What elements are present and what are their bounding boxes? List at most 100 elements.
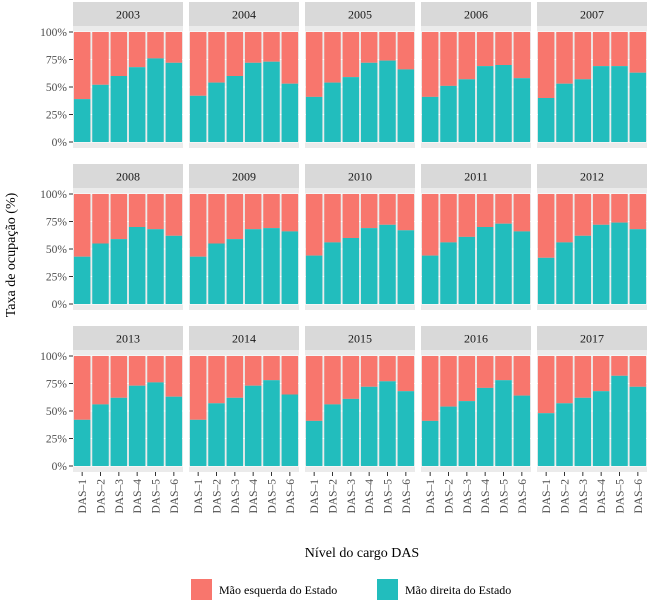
bar-left-hand (110, 194, 128, 240)
bar-right-hand (379, 60, 396, 142)
facet-strip-label: 2016 (464, 332, 488, 346)
x-tick-label: DAS–3 (230, 479, 242, 514)
bar-left-hand (189, 32, 207, 96)
bar-right-hand (360, 386, 378, 466)
bar-left-hand (611, 32, 628, 67)
bar-left-hand (476, 32, 494, 67)
x-tick-label: DAS–2 (560, 479, 572, 514)
bar-right-hand (611, 375, 628, 466)
bar-left-hand (421, 356, 439, 421)
bar-left-hand (574, 356, 592, 398)
facet-strip-label: 2010 (348, 170, 372, 184)
bar-left-hand (537, 194, 555, 258)
y-tick-label: 50% (46, 244, 68, 256)
x-tick-label: DAS–3 (462, 479, 474, 514)
y-tick-label: 0% (52, 461, 68, 473)
bar-left-hand (611, 356, 628, 376)
bar-right-hand (189, 95, 207, 142)
x-tick-label: DAS–4 (132, 479, 144, 514)
bar-left-hand (147, 194, 164, 230)
bar-left-hand (244, 32, 262, 63)
bar-right-hand (281, 83, 299, 142)
bar-right-hand (513, 231, 531, 304)
bar-left-hand (495, 32, 512, 65)
bar-right-hand (513, 78, 531, 142)
bar-left-hand (629, 356, 647, 387)
bar-left-hand (592, 356, 610, 392)
y-tick-label: 75% (46, 217, 68, 229)
facet-strip (421, 326, 531, 350)
facet-strip-label: 2014 (232, 332, 256, 346)
bar-right-hand (226, 76, 244, 142)
bar-left-hand (476, 356, 494, 388)
bar-left-hand (226, 356, 244, 398)
bar-right-hand (244, 385, 262, 466)
facet-strip (537, 164, 647, 188)
bar-right-hand (324, 242, 341, 304)
bar-left-hand (476, 194, 494, 227)
bar-left-hand (147, 32, 164, 59)
facet-strip-label: 2005 (348, 8, 372, 22)
bar-right-hand (147, 382, 164, 466)
legend-key-right-hand (377, 579, 398, 600)
bar-left-hand (458, 194, 476, 237)
bar-right-hand (513, 395, 531, 466)
bar-right-hand (92, 404, 109, 466)
bar-right-hand (421, 420, 439, 466)
bar-left-hand (342, 32, 360, 78)
bar-right-hand (458, 401, 476, 466)
bar-right-hand (189, 419, 207, 466)
bar-right-hand (611, 222, 628, 304)
bar-right-hand (73, 256, 91, 304)
bar-right-hand (324, 82, 341, 142)
bar-left-hand (421, 194, 439, 256)
bar-right-hand (165, 235, 183, 304)
x-axis-title: Nível do cargo DAS (305, 546, 419, 561)
bar-left-hand (263, 32, 280, 62)
bar-left-hand (495, 356, 512, 381)
facet-strip (189, 164, 299, 188)
bar-left-hand (128, 356, 146, 386)
x-tick-label: DAS–5 (151, 479, 163, 514)
facet-strip (73, 164, 183, 188)
bar-left-hand (92, 194, 109, 244)
legend-key-left-hand (191, 579, 212, 600)
facet-strip (305, 326, 415, 350)
bar-left-hand (73, 356, 91, 420)
bar-right-hand (244, 62, 262, 142)
bar-right-hand (629, 229, 647, 304)
bar-right-hand (342, 77, 360, 142)
bar-left-hand (281, 356, 299, 395)
x-tick-label: DAS–5 (615, 479, 627, 514)
bar-left-hand (556, 194, 573, 243)
x-tick-label: DAS–3 (346, 479, 358, 514)
bar-left-hand (592, 32, 610, 67)
bar-left-hand (574, 194, 592, 236)
bar-right-hand (208, 243, 225, 304)
y-axis-title-group: Taxa de ocupação (%) (4, 192, 19, 317)
facet-strip-label: 2003 (116, 8, 140, 22)
bar-right-hand (342, 398, 360, 466)
bar-right-hand (73, 419, 91, 466)
bar-left-hand (305, 32, 323, 97)
bar-right-hand (574, 397, 592, 466)
bar-right-hand (165, 62, 183, 142)
facet-strip-label: 2017 (580, 332, 604, 346)
bar-left-hand (629, 32, 647, 73)
bar-left-hand (208, 356, 225, 404)
bar-left-hand (281, 32, 299, 84)
bar-left-hand (458, 356, 476, 402)
y-tick-label: 100% (40, 27, 67, 39)
x-tick-label: DAS–2 (96, 479, 108, 514)
bar-right-hand (421, 96, 439, 142)
bar-left-hand (189, 356, 207, 420)
bar-left-hand (379, 194, 396, 225)
x-tick-label: DAS–1 (77, 479, 89, 514)
x-tick-label: DAS–2 (212, 479, 224, 514)
y-tick-label: 0% (52, 299, 68, 311)
x-tick-label: DAS–6 (169, 479, 181, 514)
bar-right-hand (360, 228, 378, 304)
bar-right-hand (263, 228, 280, 304)
bar-right-hand (537, 257, 555, 304)
